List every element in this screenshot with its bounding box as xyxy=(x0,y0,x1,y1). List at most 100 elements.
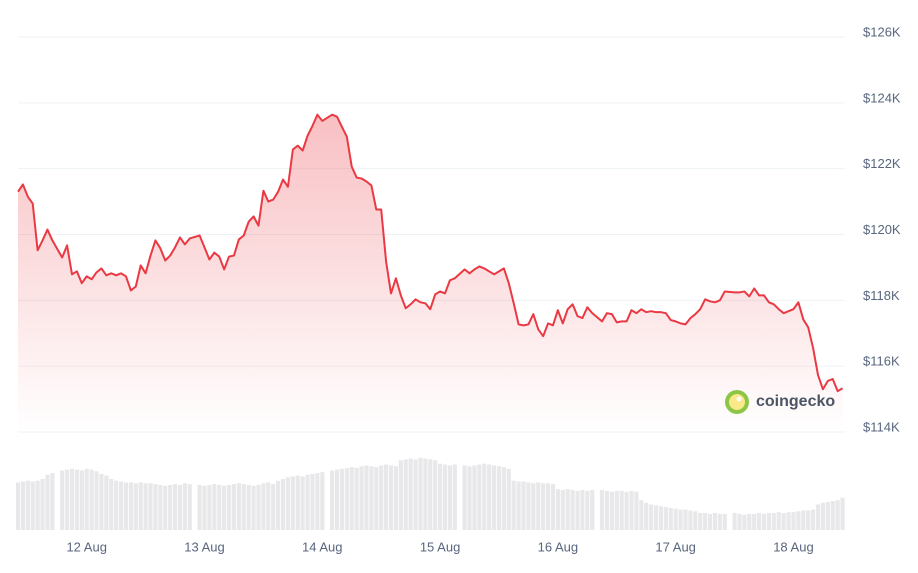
volume-bar xyxy=(501,467,506,530)
volume-bar xyxy=(757,513,762,530)
volume-bar xyxy=(791,512,796,530)
volume-bar xyxy=(158,484,163,530)
volume-bar xyxy=(447,465,452,530)
volume-bar xyxy=(496,466,502,530)
volume-bar xyxy=(261,483,266,530)
volume-bar xyxy=(104,475,109,530)
volume-bar xyxy=(114,480,119,530)
volume-bar xyxy=(707,513,713,530)
volume-bar xyxy=(438,463,443,530)
volume-bar xyxy=(305,474,310,530)
x-tick-label: 16 Aug xyxy=(538,539,579,554)
volume-bar xyxy=(717,513,722,530)
x-tick-label: 12 Aug xyxy=(66,539,107,554)
volume-bar xyxy=(408,458,413,530)
volume-bar xyxy=(172,484,178,530)
volume-bar xyxy=(393,466,398,530)
volume-bar xyxy=(619,490,624,530)
volume-bar xyxy=(815,504,821,530)
volume-bar xyxy=(398,460,403,530)
volume-bar xyxy=(550,484,556,530)
volume-bar xyxy=(673,508,678,530)
volume-bar xyxy=(732,513,737,530)
volume-bar xyxy=(202,485,207,530)
volume-bar xyxy=(742,514,747,530)
volume-bar xyxy=(94,471,99,530)
volume-bar xyxy=(801,510,806,530)
volume-bar xyxy=(521,481,526,530)
volume-bar xyxy=(290,476,295,530)
volume-bar xyxy=(658,506,664,530)
x-tick-label: 15 Aug xyxy=(420,539,461,554)
volume-bar xyxy=(45,474,50,530)
volume-bar xyxy=(771,513,776,530)
volume-bar xyxy=(330,470,335,530)
volume-bar xyxy=(266,482,271,530)
volume-bar xyxy=(197,484,202,530)
volume-bar xyxy=(118,481,124,530)
volume-bar xyxy=(599,490,605,530)
volume-bar xyxy=(629,490,634,530)
y-tick-label: $116K xyxy=(863,354,900,369)
volume-bar xyxy=(138,482,143,530)
volume-bar xyxy=(491,465,497,530)
area-fill xyxy=(18,114,843,433)
volume-bar xyxy=(761,513,767,530)
x-tick-label: 14 Aug xyxy=(302,539,343,554)
volume-bar xyxy=(379,465,384,530)
volume-bar xyxy=(79,470,84,530)
volume-bar xyxy=(585,490,590,530)
volume-bar xyxy=(339,468,345,530)
volume-bar xyxy=(835,500,840,530)
volume-bar xyxy=(649,504,654,530)
volume-bar xyxy=(541,483,546,530)
volume-bar xyxy=(428,459,433,530)
volume-bar xyxy=(69,468,75,530)
volume-bar xyxy=(168,484,173,530)
volume-bar xyxy=(123,482,129,530)
volume-bar xyxy=(452,464,457,530)
volume-bar xyxy=(236,483,241,530)
volume-bar xyxy=(555,489,560,530)
volume-bar xyxy=(15,482,21,530)
volume-bar xyxy=(536,482,541,530)
volume-bar xyxy=(212,484,217,530)
volume-bar xyxy=(766,513,772,530)
volume-bar xyxy=(384,464,389,530)
volume-bar xyxy=(634,491,639,530)
volume-bar xyxy=(256,484,261,530)
volume-bar xyxy=(35,480,40,530)
volume-bar xyxy=(580,490,585,530)
volume-bar xyxy=(737,513,742,530)
watermark-logo-eye xyxy=(736,396,742,402)
volume-bar xyxy=(639,500,644,530)
volume-bar xyxy=(300,476,305,530)
y-tick-label: $122K xyxy=(863,156,901,171)
volume-bar xyxy=(624,491,629,530)
volume-bar xyxy=(565,489,570,530)
x-tick-label: 13 Aug xyxy=(184,539,225,554)
volume-bar xyxy=(109,479,114,530)
volume-bar xyxy=(786,512,791,530)
volume-bar xyxy=(163,485,168,530)
volume-bar xyxy=(251,485,256,530)
volume-bar xyxy=(781,513,786,530)
volume-bar xyxy=(20,481,25,530)
volume-bar xyxy=(423,458,428,530)
volume-bar xyxy=(840,497,845,530)
volume-bar xyxy=(678,509,683,530)
volume-bar xyxy=(25,480,30,530)
volume-bar xyxy=(825,501,830,530)
volume-bar xyxy=(693,511,698,530)
volume-bar xyxy=(148,483,153,530)
volume-bar xyxy=(226,484,232,530)
volume-bar xyxy=(222,485,227,530)
y-tick-label: $124K xyxy=(863,90,901,105)
volume-bar xyxy=(388,465,394,530)
volume-bar xyxy=(89,469,94,530)
volume-bar xyxy=(334,469,340,530)
volume-bar xyxy=(663,507,668,530)
volume-bar xyxy=(575,490,580,530)
volume-bar xyxy=(74,469,79,530)
